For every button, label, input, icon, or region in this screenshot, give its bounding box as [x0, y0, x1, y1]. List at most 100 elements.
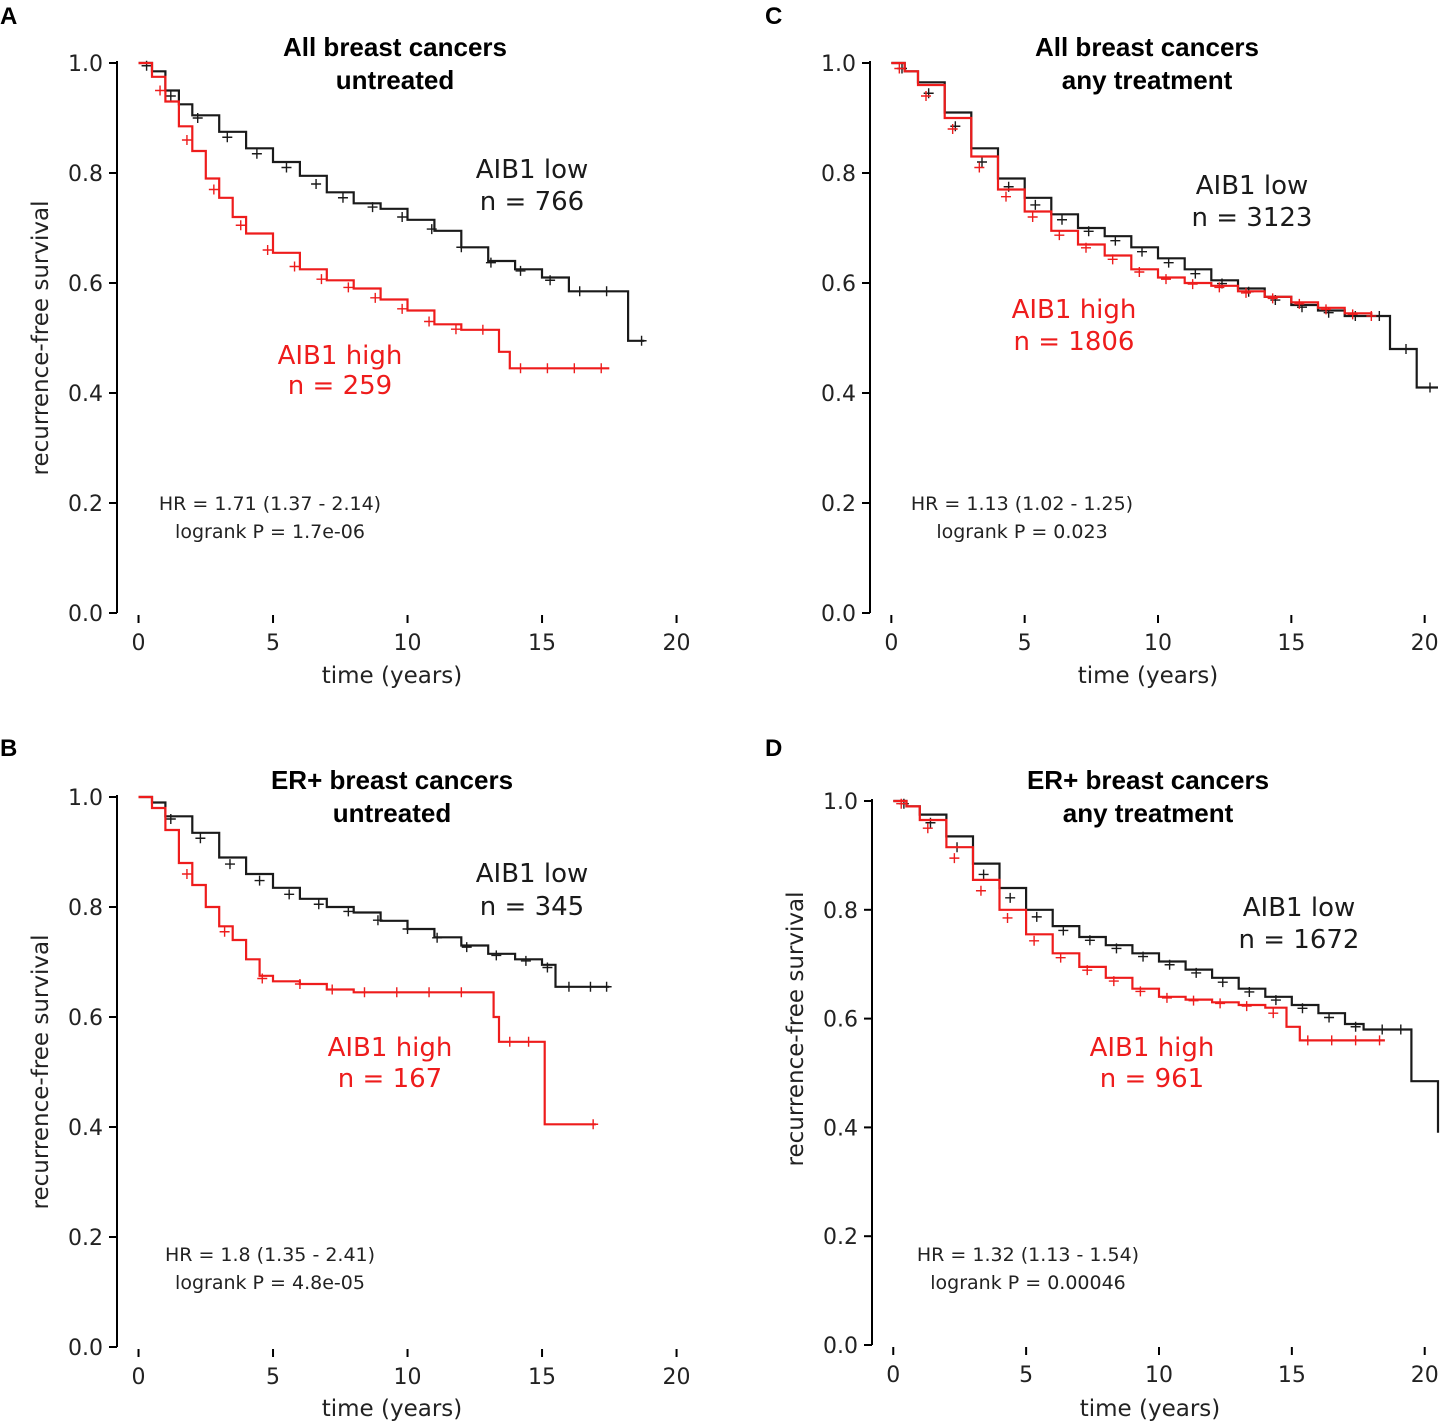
censor-mark-high — [1029, 935, 1040, 946]
y-tick-label: 0.6 — [68, 1006, 103, 1031]
survival-curve-high — [138, 61, 610, 370]
x-tick-label: 10 — [394, 631, 422, 656]
censor-mark-high — [1366, 311, 1377, 321]
plot-area: 0.0 0.2 0.4 0.6 0.8 1.0 0 5 10 15 20 — [68, 786, 691, 1390]
censor-mark-high — [1161, 274, 1171, 285]
survival-curve-low — [138, 795, 610, 988]
censor-mark-high — [327, 984, 338, 995]
panel-d: D ER+ breast cancers any treatment 0.0 0.… — [720, 712, 1440, 1424]
censor-mark-low — [1395, 1024, 1406, 1035]
y-tick-label: 1.0 — [68, 52, 103, 77]
censor-mark-high — [391, 987, 402, 998]
censor-mark-high — [949, 853, 960, 864]
km-chart-a: A All breast cancers untreated 0.0 0.2 0.4… — [0, 3, 691, 689]
censor-mark-high — [257, 973, 268, 984]
censor-mark-low — [222, 132, 233, 143]
series-n-high: n = 1806 — [1014, 327, 1135, 357]
y-tick-label: 0.6 — [823, 1008, 858, 1033]
censor-mark-low — [1190, 268, 1201, 279]
x-tick-label: 10 — [1144, 631, 1172, 656]
censor-mark-low — [251, 148, 262, 159]
y-tick-label: 0.8 — [821, 162, 856, 187]
x-tick-label: 15 — [528, 631, 556, 656]
censor-mark-high — [1326, 1035, 1337, 1046]
x-tick-label: 0 — [132, 1365, 146, 1390]
x-tick-label: 0 — [886, 1363, 900, 1388]
censor-mark-high — [262, 245, 273, 255]
censor-mark-low — [432, 932, 443, 943]
censor-mark-low — [636, 335, 647, 346]
censor-mark-low — [224, 859, 235, 870]
censor-mark-low — [542, 962, 553, 973]
censor-mark-high — [1081, 242, 1091, 253]
censor-mark-low — [1217, 977, 1228, 988]
censor-mark-high — [504, 1036, 515, 1047]
censor-mark-high — [343, 282, 354, 293]
censor-mark-low — [491, 950, 502, 961]
y-tick-label: 0.0 — [823, 1334, 858, 1359]
censor-mark-high — [450, 324, 461, 335]
x-tick-label: 0 — [132, 631, 146, 656]
censor-mark-low — [1244, 986, 1255, 997]
censor-mark-low — [284, 889, 295, 900]
series-label-low: AIB1 low — [476, 155, 589, 185]
censor-mark-low — [456, 242, 467, 253]
censor-mark-high — [155, 85, 166, 96]
censor-mark-high — [975, 885, 986, 896]
censor-mark-high — [1001, 191, 1011, 202]
survival-curve-low — [138, 61, 645, 342]
x-tick-label: 5 — [1019, 1363, 1033, 1388]
series-label-high: AIB1 high — [278, 341, 403, 371]
series-n-low: n = 345 — [480, 892, 584, 922]
series-label-high: AIB1 high — [328, 1033, 453, 1063]
censor-mark-low — [1324, 1012, 1335, 1023]
censor-mark-low — [1270, 995, 1281, 1006]
censor-mark-high — [596, 363, 607, 374]
censor-mark-high — [1350, 1035, 1361, 1046]
censor-mark-low — [1377, 1024, 1388, 1035]
panel-a: A All breast cancers untreated 0.0 0.2 0.4… — [0, 0, 720, 712]
censor-mark-high — [569, 363, 580, 374]
series-n-low: n = 766 — [480, 187, 584, 217]
censor-mark-high — [1082, 965, 1093, 976]
panel-letter: C — [765, 3, 782, 30]
censor-mark-low — [337, 192, 348, 203]
series-label-low: AIB1 low — [476, 859, 589, 889]
x-tick-label: 5 — [1018, 631, 1032, 656]
chart-title-line-1: All breast cancers — [283, 32, 507, 62]
censor-mark-low — [601, 981, 612, 992]
survival-curve-low — [893, 799, 1440, 1133]
y-tick-label: 0.4 — [821, 382, 856, 407]
censor-mark-low — [281, 162, 292, 173]
hazard-ratio-text: HR = 1.32 (1.13 - 1.54) — [917, 1244, 1139, 1266]
censor-mark-low — [485, 257, 496, 268]
censor-mark-high — [294, 979, 305, 989]
censor-mark-high — [397, 303, 408, 314]
censor-mark-high — [1294, 298, 1305, 309]
panel-c: C All breast cancers any treatment 0.0 0.… — [720, 0, 1440, 712]
x-tick-label: 20 — [663, 1365, 691, 1390]
censor-mark-low — [165, 814, 176, 824]
censor-mark-high — [219, 926, 230, 937]
censor-mark-low — [165, 91, 176, 101]
censor-mark-low — [563, 981, 574, 992]
y-tick-label: 0.0 — [68, 602, 103, 627]
censor-mark-high — [1267, 293, 1278, 304]
censor-mark-low — [601, 286, 612, 297]
censor-mark-low — [192, 113, 203, 123]
censor-mark-high — [515, 363, 526, 374]
censor-mark-high — [1214, 282, 1225, 293]
x-tick-label: 15 — [1277, 631, 1305, 656]
censor-mark-high — [1241, 287, 1251, 298]
censor-mark-low — [515, 265, 526, 276]
hazard-ratio-text: HR = 1.71 (1.37 - 2.14) — [159, 493, 381, 515]
censor-mark-low — [1138, 951, 1149, 962]
y-tick-label: 0.2 — [68, 1226, 103, 1251]
censor-mark-low — [402, 924, 413, 934]
censor-mark-high — [1215, 998, 1226, 1009]
censor-mark-low — [585, 981, 596, 992]
series-label-high: AIB1 high — [1090, 1033, 1215, 1063]
plot-area: 0.0 0.2 0.4 0.6 0.8 1.0 0 5 10 15 20 — [821, 52, 1439, 656]
censor-mark-low — [520, 955, 531, 966]
censor-mark-low — [313, 899, 324, 910]
